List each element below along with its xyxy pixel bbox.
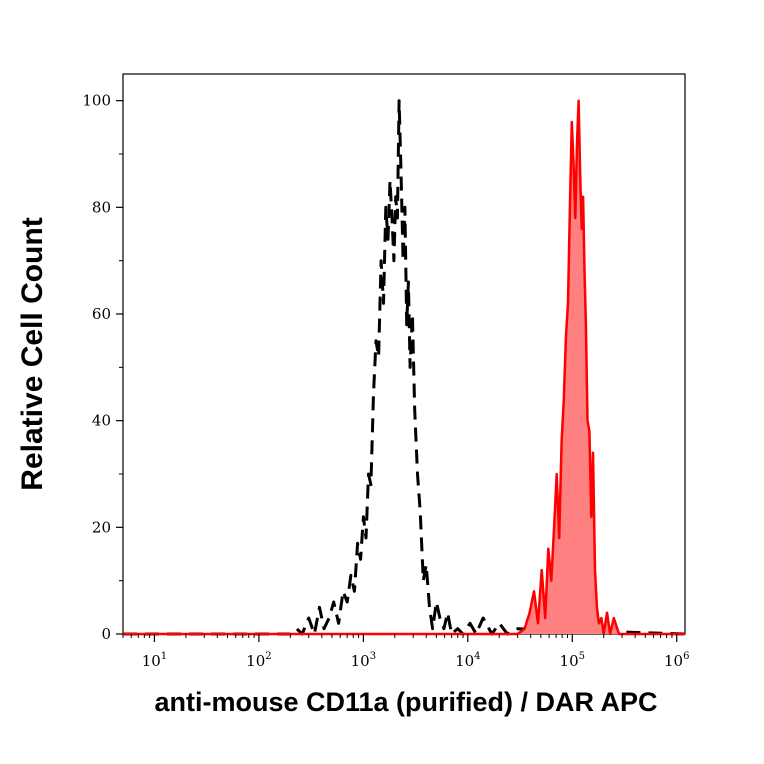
y-tick-label: 80 [92, 198, 111, 216]
series-layer [123, 99, 686, 636]
x-axis-title: anti-mouse CD11a (purified) / DAR APC [154, 687, 657, 717]
x-tick-label: 106 [664, 651, 689, 670]
x-tick-label: 102 [246, 651, 271, 670]
series-1-fill [123, 100, 685, 634]
x-tick-label: 105 [560, 651, 585, 670]
y-tick-label: 20 [92, 518, 111, 536]
y-tick-label: 0 [101, 625, 111, 643]
x-tick-label: 104 [455, 651, 480, 670]
y-tick-label: 60 [92, 305, 111, 323]
plot-frame [122, 73, 686, 635]
y-axis-title: Relative Cell Count [16, 217, 49, 490]
series-0-line [123, 99, 686, 636]
y-tick-label: 40 [92, 412, 111, 430]
y-tick-label: 100 [82, 92, 111, 110]
axis-layer: 0 20 40 60 80 100 101 102 103 104 105 106 [82, 92, 689, 670]
x-tick-label: 101 [142, 651, 167, 670]
x-tick-label: 103 [351, 651, 376, 670]
series-1-line [123, 99, 685, 636]
